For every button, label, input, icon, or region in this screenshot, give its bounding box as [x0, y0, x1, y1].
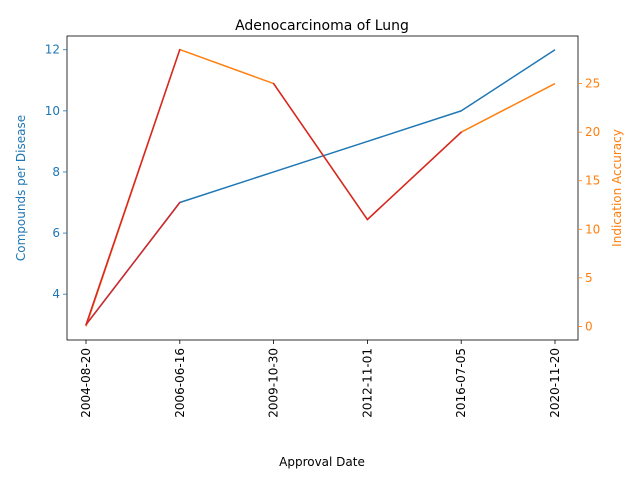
x-tick-label: 2012-11-01: [360, 348, 374, 418]
y-right-tick-label: 5: [585, 271, 593, 285]
x-tick-label: 2020-11-20: [548, 348, 562, 418]
y-left-tick-label: 12: [45, 43, 60, 57]
y-right-tick-label: 10: [585, 222, 600, 236]
y-left-tick-label: 4: [52, 287, 60, 301]
y-left-tick-label: 8: [52, 165, 60, 179]
highlight-segment: [85, 201, 181, 326]
y-left-tick-label: 10: [45, 104, 60, 118]
y-right-tick-label: 20: [585, 125, 600, 139]
highlight-segment: [366, 131, 462, 221]
y-right-tick-label: 15: [585, 174, 600, 188]
y-axis-left-title: Compounds per Disease: [14, 115, 28, 261]
y-right-tick-label: 0: [585, 319, 593, 333]
plot-frame: [66, 35, 579, 341]
chart-title: Adenocarcinoma of Lung: [235, 18, 409, 34]
series-line-left: [85, 49, 556, 326]
x-axis-title: Approval Date: [279, 455, 365, 469]
y-axis-right-title: Indication Accuracy: [610, 129, 624, 247]
highlight-segment: [85, 48, 181, 326]
x-tick-label: 2016-07-05: [454, 348, 468, 418]
highlight-segment: [272, 82, 369, 221]
x-tick-label: 2004-08-20: [79, 348, 93, 418]
x-tick-label: 2006-06-16: [173, 348, 187, 418]
y-right-tick-label: 25: [585, 77, 600, 91]
series-line-right: [85, 48, 556, 327]
x-tick-label: 2009-10-30: [267, 348, 281, 418]
plot-area: 2004-08-20 2006-06-16 2009-10-30 2012-11-01…: [45, 35, 600, 418]
y-left-tick-label: 6: [52, 226, 60, 240]
